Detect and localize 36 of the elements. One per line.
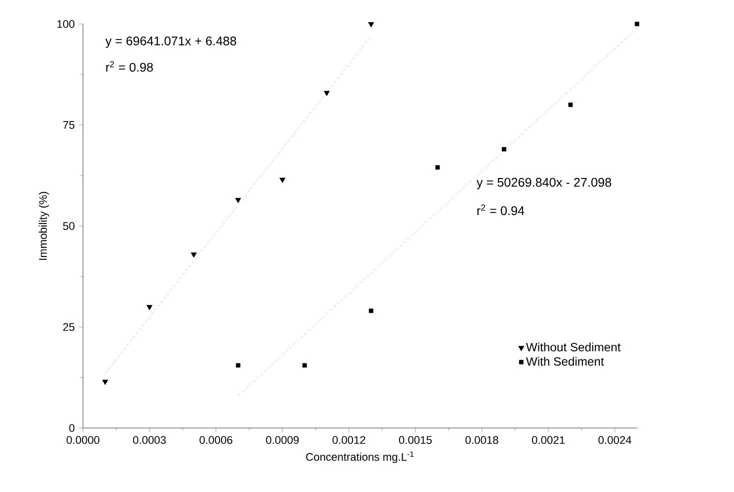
point: [190, 252, 197, 258]
y-tick-label: 0: [69, 424, 74, 432]
x-tick-label: 0.0003: [133, 436, 166, 444]
point: [368, 22, 374, 28]
point: [279, 178, 286, 183]
y-tick-label: 100: [57, 20, 74, 28]
annotation: y = 50269.840x - 27.098: [476, 178, 612, 190]
y-tick-label: 50: [63, 222, 74, 230]
x-tick-label: 0.0006: [200, 436, 232, 444]
point: [235, 198, 242, 204]
point: [102, 380, 108, 385]
x-tick-label: 0.0009: [266, 436, 299, 444]
x-tick-label: 0.0012: [332, 436, 366, 444]
point: [634, 22, 640, 26]
point: [302, 363, 307, 368]
point: [146, 305, 152, 310]
y-tick-label: 75: [63, 121, 74, 129]
x-axis-title: Concentrations mg.L$^{-1}$: [306, 451, 414, 463]
point: [368, 308, 374, 314]
point: [236, 363, 240, 368]
x-tick-label: 0.0021: [532, 436, 565, 444]
x-tick-label: 0.0000: [66, 436, 100, 444]
annotation: r$^{2}$ = 0.98: [106, 61, 153, 72]
annotation: y = 69641.071x + 6.488: [105, 36, 236, 48]
y-axis-title: Immobility (%): [38, 192, 49, 260]
point: [435, 165, 440, 170]
y-tick-label: 25: [63, 323, 74, 331]
x-tick-label: 0.0018: [466, 436, 498, 444]
legend-label: Without Sediment: [526, 342, 621, 352]
x-tick-label: 0.0015: [399, 436, 432, 444]
point: [502, 147, 506, 152]
x-tick-label: 0.0024: [598, 436, 632, 444]
point: [324, 90, 330, 96]
point: [568, 102, 573, 107]
annotation: r$^{2}$ = 0.94: [477, 204, 524, 216]
legend-label: With Sediment: [526, 356, 604, 366]
